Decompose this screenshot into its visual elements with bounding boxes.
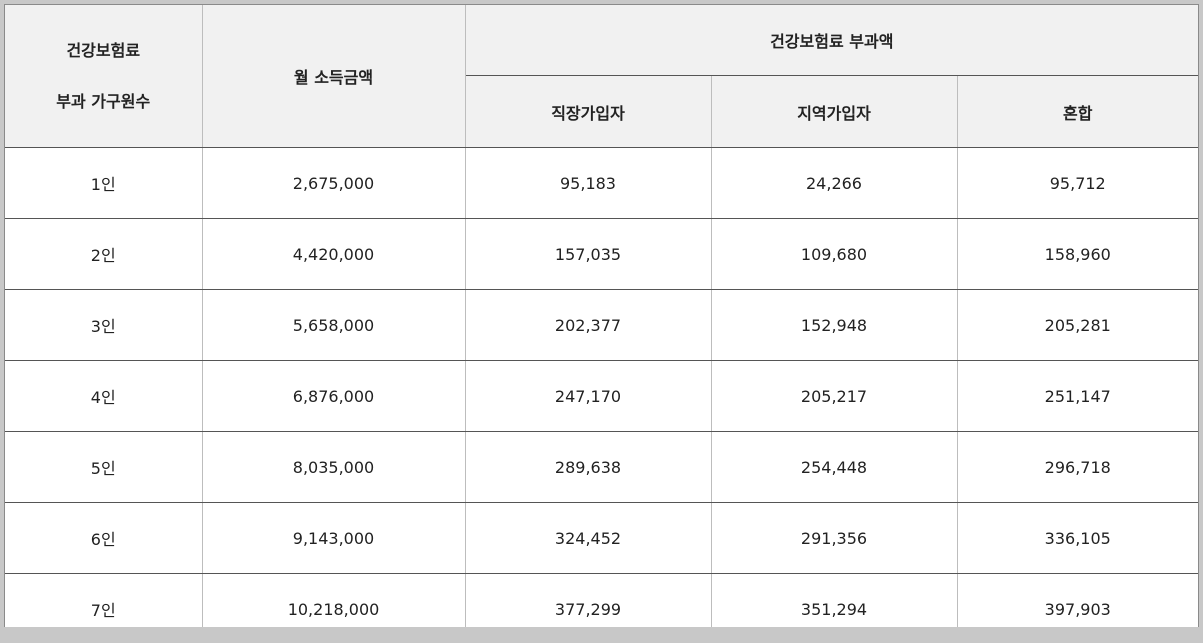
table-frame: 건강보험료 부과 가구원수 월 소득금액 건강보험료 부과액 직장가입자 지역가… (4, 4, 1199, 643)
header-premium-group: 건강보험료 부과액 (465, 5, 1198, 76)
cell-household: 1인 (5, 147, 203, 219)
cell-mixed: 296,718 (957, 431, 1198, 503)
cell-income: 2,675,000 (202, 147, 466, 219)
cell-household: 6인 (5, 502, 203, 574)
cell-employee: 202,377 (465, 289, 712, 361)
cell-employee: 324,452 (465, 502, 712, 574)
header-employee: 직장가입자 (465, 75, 712, 148)
table-row: 6인 9,143,000 324,452 291,356 336,105 (5, 502, 1198, 574)
table-row: 4인 6,876,000 247,170 205,217 251,147 (5, 360, 1198, 432)
bottom-crop-strip (0, 627, 1203, 643)
cell-mixed: 158,960 (957, 218, 1198, 290)
cell-regional: 24,266 (711, 147, 958, 219)
header-monthly-income: 월 소득금액 (202, 5, 466, 148)
cell-household: 4인 (5, 360, 203, 432)
table-row: 1인 2,675,000 95,183 24,266 95,712 (5, 147, 1198, 219)
header-household-line1: 건강보험료 (66, 41, 141, 60)
table-body: 1인 2,675,000 95,183 24,266 95,712 2인 4,4… (5, 147, 1198, 643)
header-household-count: 건강보험료 부과 가구원수 (5, 5, 203, 148)
cell-employee: 157,035 (465, 218, 712, 290)
cell-mixed: 397,903 (1044, 599, 1111, 619)
table-row: 5인 8,035,000 289,638 254,448 296,718 (5, 431, 1198, 503)
cell-employee: 95,183 (465, 147, 712, 219)
cell-income: 6,876,000 (202, 360, 466, 432)
cell-regional: 152,948 (711, 289, 958, 361)
cell-regional: 109,680 (711, 218, 958, 290)
cell-mixed: 95,712 (957, 147, 1198, 219)
cell-income: 9,143,000 (202, 502, 466, 574)
header-mixed: 혼합 (957, 75, 1198, 148)
cell-mixed: 336,105 (957, 502, 1198, 574)
cell-mixed: 205,281 (957, 289, 1198, 361)
cell-regional: 205,217 (711, 360, 958, 432)
header-regional: 지역가입자 (711, 75, 958, 148)
table-row: 2인 4,420,000 157,035 109,680 158,960 (5, 218, 1198, 290)
header-household-line2: 부과 가구원수 (56, 92, 151, 111)
cell-income: 8,035,000 (202, 431, 466, 503)
cell-regional: 254,448 (711, 431, 958, 503)
cell-income: 4,420,000 (202, 218, 466, 290)
cell-employee: 289,638 (465, 431, 712, 503)
table-header: 건강보험료 부과 가구원수 월 소득금액 건강보험료 부과액 직장가입자 지역가… (5, 5, 1198, 148)
cell-regional: 291,356 (711, 502, 958, 574)
health-insurance-table: 건강보험료 부과 가구원수 월 소득금액 건강보험료 부과액 직장가입자 지역가… (5, 5, 1198, 643)
cell-household: 2인 (5, 218, 203, 290)
table-row: 3인 5,658,000 202,377 152,948 205,281 (5, 289, 1198, 361)
cell-employee: 247,170 (465, 360, 712, 432)
cell-mixed: 251,147 (957, 360, 1198, 432)
cell-household: 5인 (5, 431, 203, 503)
cell-household: 3인 (5, 289, 203, 361)
cell-income: 5,658,000 (202, 289, 466, 361)
